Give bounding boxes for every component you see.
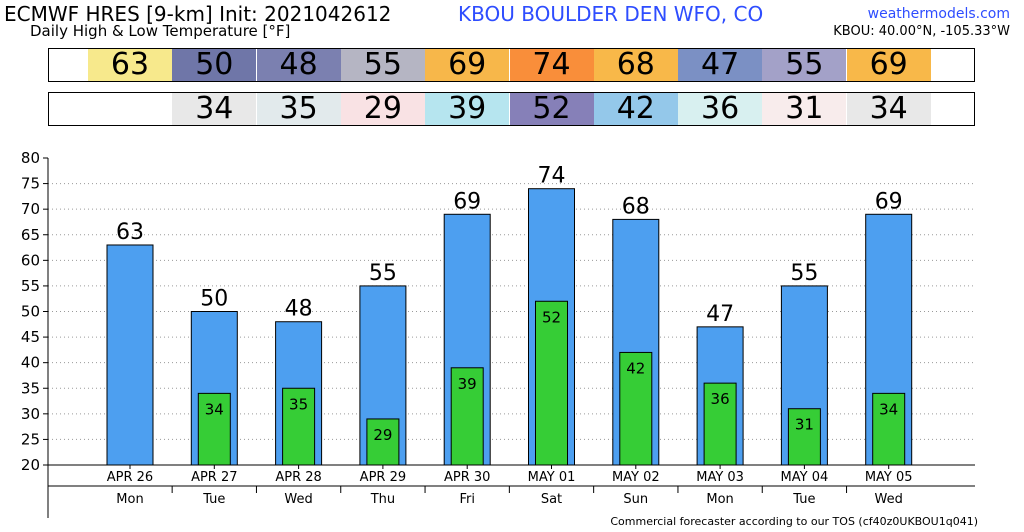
date-tick-label: MAY 04	[781, 470, 829, 485]
weekday-tick-label: Tue	[202, 492, 225, 507]
y-tick-label: 40	[21, 354, 40, 372]
low-bar-label: 36	[711, 390, 730, 408]
low-bar	[787, 408, 821, 466]
weekday-tick-label: Sun	[623, 492, 648, 507]
date-tick-label: APR 28	[275, 470, 321, 485]
high-bar-label: 74	[538, 164, 566, 189]
weekday-tick-label: Mon	[116, 492, 143, 507]
low-strip-cell-3: 29	[340, 93, 425, 125]
high-bar-label: 63	[116, 220, 144, 245]
site-credit: weathermodels.com	[867, 6, 1010, 22]
weekday-tick-label: Tue	[792, 492, 815, 507]
low-strip-cell-9: 34	[846, 93, 931, 125]
weekday-tick-label: Sat	[541, 492, 562, 507]
low-bar-label: 52	[542, 308, 561, 326]
weekday-tick-label: Fri	[459, 492, 475, 507]
model-title: ECMWF HRES [9-km] Init: 2021042612	[4, 2, 392, 26]
high-bar-label: 55	[369, 261, 397, 286]
high-bar-label: 50	[200, 287, 228, 312]
weekday-tick-label: Wed	[284, 492, 312, 507]
date-tick-label: APR 26	[107, 470, 153, 485]
station-name: KBOU BOULDER DEN WFO, CO	[458, 2, 764, 26]
high-strip-cell-0: 63	[88, 49, 172, 81]
weekday-tick-label: Wed	[875, 492, 903, 507]
high-strip-cell-7: 47	[678, 49, 763, 81]
y-tick-label: 25	[21, 430, 40, 448]
low-bar	[619, 351, 653, 466]
weekday-tick-label: Mon	[706, 492, 733, 507]
high-strip-cell-5: 74	[509, 49, 594, 81]
y-tick-label: 30	[21, 405, 40, 423]
weekday-tick-label: Thu	[370, 492, 395, 507]
y-tick-label: 55	[21, 277, 40, 295]
low-bar-label: 39	[458, 375, 477, 393]
high-bar-label: 69	[875, 189, 903, 214]
high-bar	[106, 244, 154, 466]
y-tick-label: 80	[21, 149, 40, 167]
low-strip-cell-4: 39	[425, 93, 510, 125]
station-coordinates: KBOU: 40.00°N, -105.33°W	[833, 24, 1010, 39]
low-temperature-strip: 34 35 29 39 52 42 36 31 34	[48, 92, 975, 126]
date-tick-label: MAY 02	[612, 470, 660, 485]
date-tick-label: MAY 03	[696, 470, 744, 485]
low-strip-cell-7: 36	[678, 93, 763, 125]
high-strip-cell-4: 69	[425, 49, 510, 81]
temperature-bar-chart: 20 25 30 35 40 45 50 55 60 65 70 75 80 63 50 34 48 35 55 29…	[21, 149, 975, 518]
low-bar-label: 34	[205, 400, 224, 418]
y-tick-label: 50	[21, 303, 40, 321]
low-strip-cell-2: 35	[256, 93, 341, 125]
high-bar-label: 47	[706, 302, 734, 327]
y-tick-label: 70	[21, 200, 40, 218]
y-tick-label: 35	[21, 379, 40, 397]
high-bar-label: 68	[622, 194, 650, 219]
date-tick-label: APR 27	[191, 470, 237, 485]
low-bar	[872, 392, 906, 466]
high-strip-cell-6: 68	[593, 49, 678, 81]
footer-note: Commercial forecaster according to our T…	[610, 515, 978, 528]
high-strip-cell-8: 55	[762, 49, 847, 81]
low-bar-label: 29	[373, 426, 392, 444]
high-strip-cell-1: 50	[172, 49, 257, 81]
low-bar-label: 35	[289, 395, 308, 413]
high-strip-cell-9: 69	[846, 49, 931, 81]
low-bar	[703, 382, 737, 466]
high-bar-label: 48	[285, 297, 313, 322]
y-tick-label: 20	[21, 456, 40, 474]
high-bar-label: 55	[790, 261, 818, 286]
high-strip-cell-3: 55	[340, 49, 425, 81]
chart-subtitle: Daily High & Low Temperature [°F]	[30, 22, 291, 40]
low-bar-label: 42	[626, 359, 645, 377]
date-tick-label: APR 29	[360, 470, 406, 485]
high-temperature-strip: 63 50 48 55 69 74 68 47 55 69	[48, 48, 975, 82]
low-bar-label: 31	[795, 416, 814, 434]
low-bar-label: 34	[879, 400, 898, 418]
date-tick-label: APR 30	[444, 470, 490, 485]
y-tick-label: 75	[21, 175, 40, 193]
date-tick-label: MAY 05	[865, 470, 913, 485]
high-strip-cell-2: 48	[256, 49, 341, 81]
date-tick-label: MAY 01	[528, 470, 576, 485]
low-bar	[366, 418, 400, 466]
low-strip-cell-5: 52	[509, 93, 594, 125]
low-strip-cell-1: 34	[172, 93, 257, 125]
y-tick-label: 65	[21, 226, 40, 244]
low-strip-cell-6: 42	[593, 93, 678, 125]
low-strip-cell-8: 31	[762, 93, 847, 125]
high-bar-label: 69	[453, 189, 481, 214]
y-tick-label: 60	[21, 251, 40, 269]
y-tick-label: 45	[21, 328, 40, 346]
